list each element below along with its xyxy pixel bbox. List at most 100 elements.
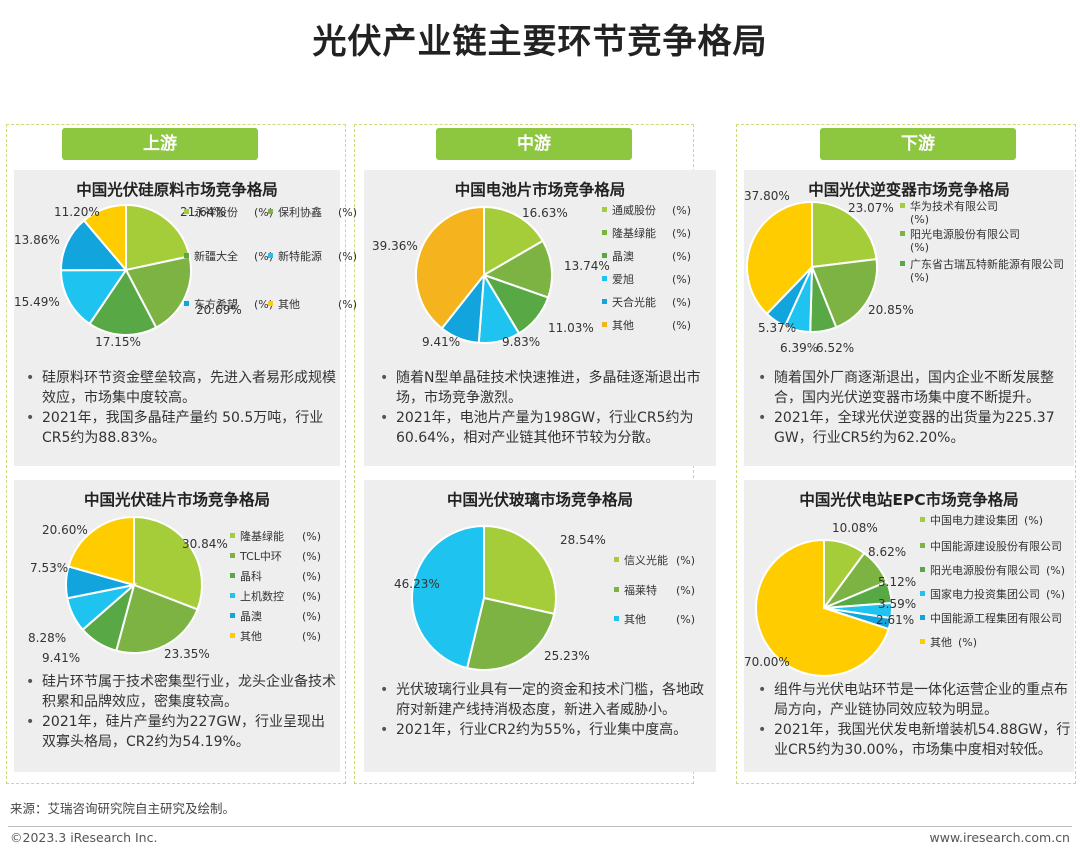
legend-label: 阳光电源股份有限公司 xyxy=(910,227,1020,241)
legend-suffix: (%) xyxy=(672,273,691,286)
legend-suffix: (%) xyxy=(672,250,691,263)
legend-swatch xyxy=(230,573,235,578)
panel-epc: 中国光伏电站EPC市场竞争格局 10.08% 8.62% 5.12% 3.59% 2.6… xyxy=(744,480,1074,772)
legend-suffix: (%) xyxy=(1046,588,1065,601)
slice-value-label: 20.85% xyxy=(868,303,914,317)
legend-swatch xyxy=(184,209,189,214)
legend-swatch xyxy=(230,533,235,538)
bullet-item: 随着国外厂商逐渐退出，国内企业不断发展整合，国内光伏逆变器市场集中度不断提升。 xyxy=(752,368,1074,408)
slice-value-label: 17.15% xyxy=(95,335,141,349)
legend-suffix: (%) xyxy=(672,296,691,309)
legend-swatch xyxy=(614,616,619,621)
slice-value-label: 13.74% xyxy=(564,259,610,273)
legend-suffix: (%) xyxy=(302,590,321,603)
legend-suffix: (%) xyxy=(1024,514,1043,527)
legend-swatch xyxy=(614,557,619,562)
slice-value-label: 9.41% xyxy=(422,335,460,349)
bullet-item: 光伏玻璃行业具有一定的资金和技术门槛，各地政府对新建产线持消极态度，新进入者威胁… xyxy=(374,680,710,720)
slice-value-label: 2.61% xyxy=(876,613,914,627)
legend-label: 国家电力投资集团公司 xyxy=(930,587,1040,601)
pie-slice xyxy=(481,239,553,299)
stage-tab-downstream: 下游 xyxy=(820,128,1016,160)
slice-value-label: 30.84% xyxy=(182,537,228,551)
panel-battery-cell: 中国电池片市场竞争格局 16.63% 13.74% 11.03% 9.83% 9.41%… xyxy=(364,170,716,466)
legend-suffix: (%) xyxy=(302,530,321,543)
legend-swatch xyxy=(230,633,235,638)
legend-swatch xyxy=(230,613,235,618)
slice-value-label: 20.60% xyxy=(42,523,88,537)
bullet-item: 2021年，全球光伏逆变器的出货量为225.37 GW，行业CR5约为62.20… xyxy=(752,408,1074,448)
legend-suffix: (%) xyxy=(676,613,695,626)
footer-divider xyxy=(8,826,1072,827)
legend-swatch xyxy=(184,301,189,306)
legend-label: 东方希望 xyxy=(194,297,238,311)
legend-suffix: (%) xyxy=(672,204,691,217)
legend-suffix: (%) xyxy=(958,636,977,649)
legend-label: 永祥股份 xyxy=(194,205,238,219)
slice-value-label: 3.59% xyxy=(878,597,916,611)
legend-label: 晶澳 xyxy=(240,610,262,623)
legend-label: 新特能源 xyxy=(278,249,322,263)
legend-swatch xyxy=(602,253,607,258)
legend-swatch xyxy=(602,299,607,304)
legend-label: 中国能源建设股份有限公司 xyxy=(930,539,1062,553)
legend-swatch xyxy=(900,261,905,266)
bullet-item: 随着N型单晶硅技术快速推进，多晶硅逐渐退出市场，市场竞争激烈。 xyxy=(374,368,710,408)
column-downstream xyxy=(736,124,1076,784)
pie-chart-battery-cell: 16.63% 13.74% 11.03% 9.83% 9.41% 39.36% 通威股份 (%… xyxy=(372,204,691,349)
legend-label: 阳光电源股份有限公司 xyxy=(930,563,1040,577)
pie-chart-inverter: 23.07% 20.85% 6.52%6.39% 5.37% 37.80% 华为技术有限公… xyxy=(744,189,1064,355)
legend-swatch xyxy=(614,587,619,592)
legend-label: 天合光能 xyxy=(612,295,656,309)
slice-value-label: 25.23% xyxy=(544,649,590,663)
slice-value-label: 15.49% xyxy=(14,295,60,309)
bullet-item: 组件与光伏电站环节是一体化运营企业的重点布局方向，产业链协同效应较为明显。 xyxy=(752,680,1074,720)
legend-swatch xyxy=(230,593,235,598)
legend-swatch xyxy=(920,517,925,522)
slice-value-label: 39.36% xyxy=(372,239,418,253)
pie-chart-wafer: 30.84% 23.35% 9.41% 8.28% 7.53% 20.60% 隆基绿能 (%)… xyxy=(28,515,321,665)
legend-suffix: (%) xyxy=(910,241,929,254)
bullet-item: 2021年，我国多晶硅产量约 50.5万吨，行业CR5约为88.83%。 xyxy=(20,408,336,448)
legend-suffix: (%) xyxy=(910,213,929,226)
slice-value-label: 5.37% xyxy=(758,321,796,335)
bullet-item: 硅片环节属于技术密集型行业，龙头企业备技术积累和品牌效应，密集度较高。 xyxy=(20,672,336,712)
legend-swatch xyxy=(920,567,925,572)
legend-suffix: (%) xyxy=(676,554,695,567)
pie-chart-silicon-material: 21.64% 20.69% 17.15% 15.49% 13.86% 11.20% 永祥股份… xyxy=(14,203,357,349)
slice-value-label: 16.63% xyxy=(522,206,568,220)
legend-label: 广东省古瑞瓦特新能源有限公司 xyxy=(910,257,1064,271)
pie-slice xyxy=(465,596,556,671)
legend-suffix: (%) xyxy=(338,298,357,311)
legend-label: 福莱特 xyxy=(624,583,657,597)
legend-suffix: (%) xyxy=(910,271,929,284)
legend-swatch xyxy=(602,322,607,327)
legend-swatch xyxy=(920,639,925,644)
slice-value-label: 23.35% xyxy=(164,647,210,661)
slice-value-label: 20.69% xyxy=(196,303,242,317)
slice-value-label: 8.28% xyxy=(28,631,66,645)
pie-chart-glass: 28.54% 25.23% 46.23% 信义光能 (%) 福莱特 (%) 其他 (%) xyxy=(394,524,695,671)
page-title: 光伏产业链主要环节竞争格局 xyxy=(312,22,768,62)
stage-tab-midstream: 中游 xyxy=(436,128,632,160)
legend-suffix: (%) xyxy=(676,584,695,597)
pie-slice xyxy=(415,205,485,330)
legend-label: 其他 xyxy=(624,613,646,626)
panel-wafer: 中国光伏硅片市场竞争格局 30.84% 23.35% 9.41% 8.28% 7.53%… xyxy=(14,480,340,772)
bullet-item: 2021年，我国光伏发电新增装机54.88GW，行业CR5约为30.00%，市场… xyxy=(752,720,1074,760)
pie-slice xyxy=(82,203,127,273)
legend-suffix: (%) xyxy=(1046,564,1065,577)
pie-slice xyxy=(483,524,557,616)
panel-glass: 中国光伏玻璃市场竞争格局 28.54% 25.23% 46.23% 信义光能 (%) 福莱… xyxy=(364,480,716,772)
legend-suffix: (%) xyxy=(302,570,321,583)
pie-slice xyxy=(59,268,128,326)
legend-swatch xyxy=(268,301,273,306)
legend-suffix: (%) xyxy=(302,610,321,623)
legend-suffix: (%) xyxy=(672,319,691,332)
legend-label: 上机数控 xyxy=(240,589,284,603)
slice-value-label: 23.07% xyxy=(848,201,894,215)
bullet-item: 2021年，电池片产量为198GW，行业CR5约为60.64%，相对产业链其他环… xyxy=(374,408,710,448)
slice-value-label: 10.08% xyxy=(832,521,878,535)
panel-title: 中国电池片市场竞争格局 xyxy=(454,181,626,199)
pie-chart-epc: 10.08% 8.62% 5.12% 3.59% 2.61% 70.00% 中国电力建设集团… xyxy=(744,513,1065,677)
